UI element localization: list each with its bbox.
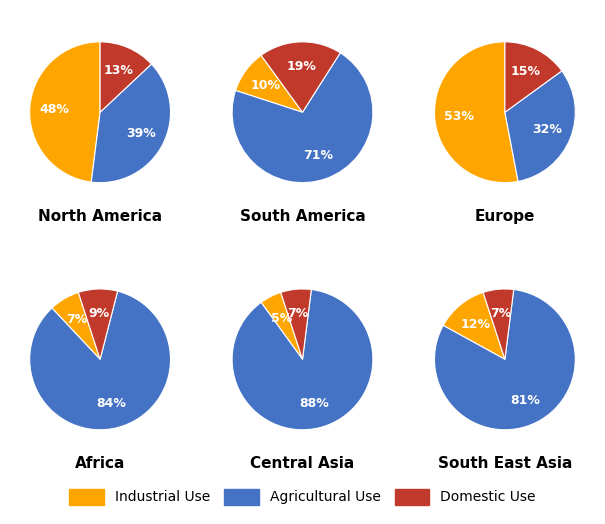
Title: North America: North America	[38, 210, 162, 224]
Text: 19%: 19%	[286, 60, 316, 73]
Text: 12%: 12%	[461, 318, 491, 331]
Text: 84%: 84%	[97, 397, 126, 410]
Wedge shape	[30, 42, 100, 182]
Legend: Industrial Use, Agricultural Use, Domestic Use: Industrial Use, Agricultural Use, Domest…	[62, 482, 543, 512]
Title: Africa: Africa	[75, 456, 125, 472]
Wedge shape	[232, 289, 373, 430]
Text: 9%: 9%	[88, 307, 110, 320]
Wedge shape	[91, 64, 171, 183]
Text: 5%: 5%	[271, 312, 292, 325]
Text: 48%: 48%	[39, 103, 70, 116]
Text: 7%: 7%	[66, 313, 88, 326]
Text: 81%: 81%	[511, 394, 541, 407]
Title: South America: South America	[240, 210, 365, 224]
Text: 10%: 10%	[250, 79, 281, 92]
Text: 7%: 7%	[490, 307, 511, 320]
Text: 7%: 7%	[287, 307, 309, 320]
Wedge shape	[30, 291, 171, 430]
Wedge shape	[434, 289, 575, 430]
Title: Europe: Europe	[475, 210, 535, 224]
Wedge shape	[232, 53, 373, 183]
Title: Central Asia: Central Asia	[250, 456, 355, 472]
Text: 13%: 13%	[103, 64, 133, 77]
Wedge shape	[443, 292, 505, 359]
Text: 71%: 71%	[303, 149, 333, 162]
Wedge shape	[505, 42, 562, 112]
Wedge shape	[235, 56, 302, 112]
Wedge shape	[261, 292, 302, 359]
Text: 39%: 39%	[126, 126, 155, 139]
Text: 53%: 53%	[445, 110, 474, 123]
Wedge shape	[78, 289, 117, 359]
Wedge shape	[261, 42, 340, 112]
Wedge shape	[100, 42, 151, 112]
Wedge shape	[52, 292, 100, 359]
Wedge shape	[281, 289, 312, 359]
Text: 32%: 32%	[532, 123, 563, 136]
Wedge shape	[483, 289, 514, 359]
Text: 88%: 88%	[299, 397, 329, 410]
Title: South East Asia: South East Asia	[437, 456, 572, 472]
Text: 15%: 15%	[511, 65, 541, 78]
Wedge shape	[434, 42, 518, 183]
Wedge shape	[505, 71, 575, 181]
